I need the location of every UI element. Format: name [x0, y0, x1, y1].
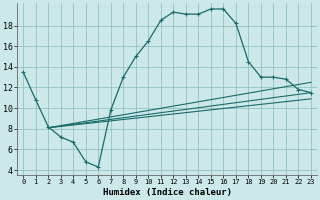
X-axis label: Humidex (Indice chaleur): Humidex (Indice chaleur) [103, 188, 232, 197]
